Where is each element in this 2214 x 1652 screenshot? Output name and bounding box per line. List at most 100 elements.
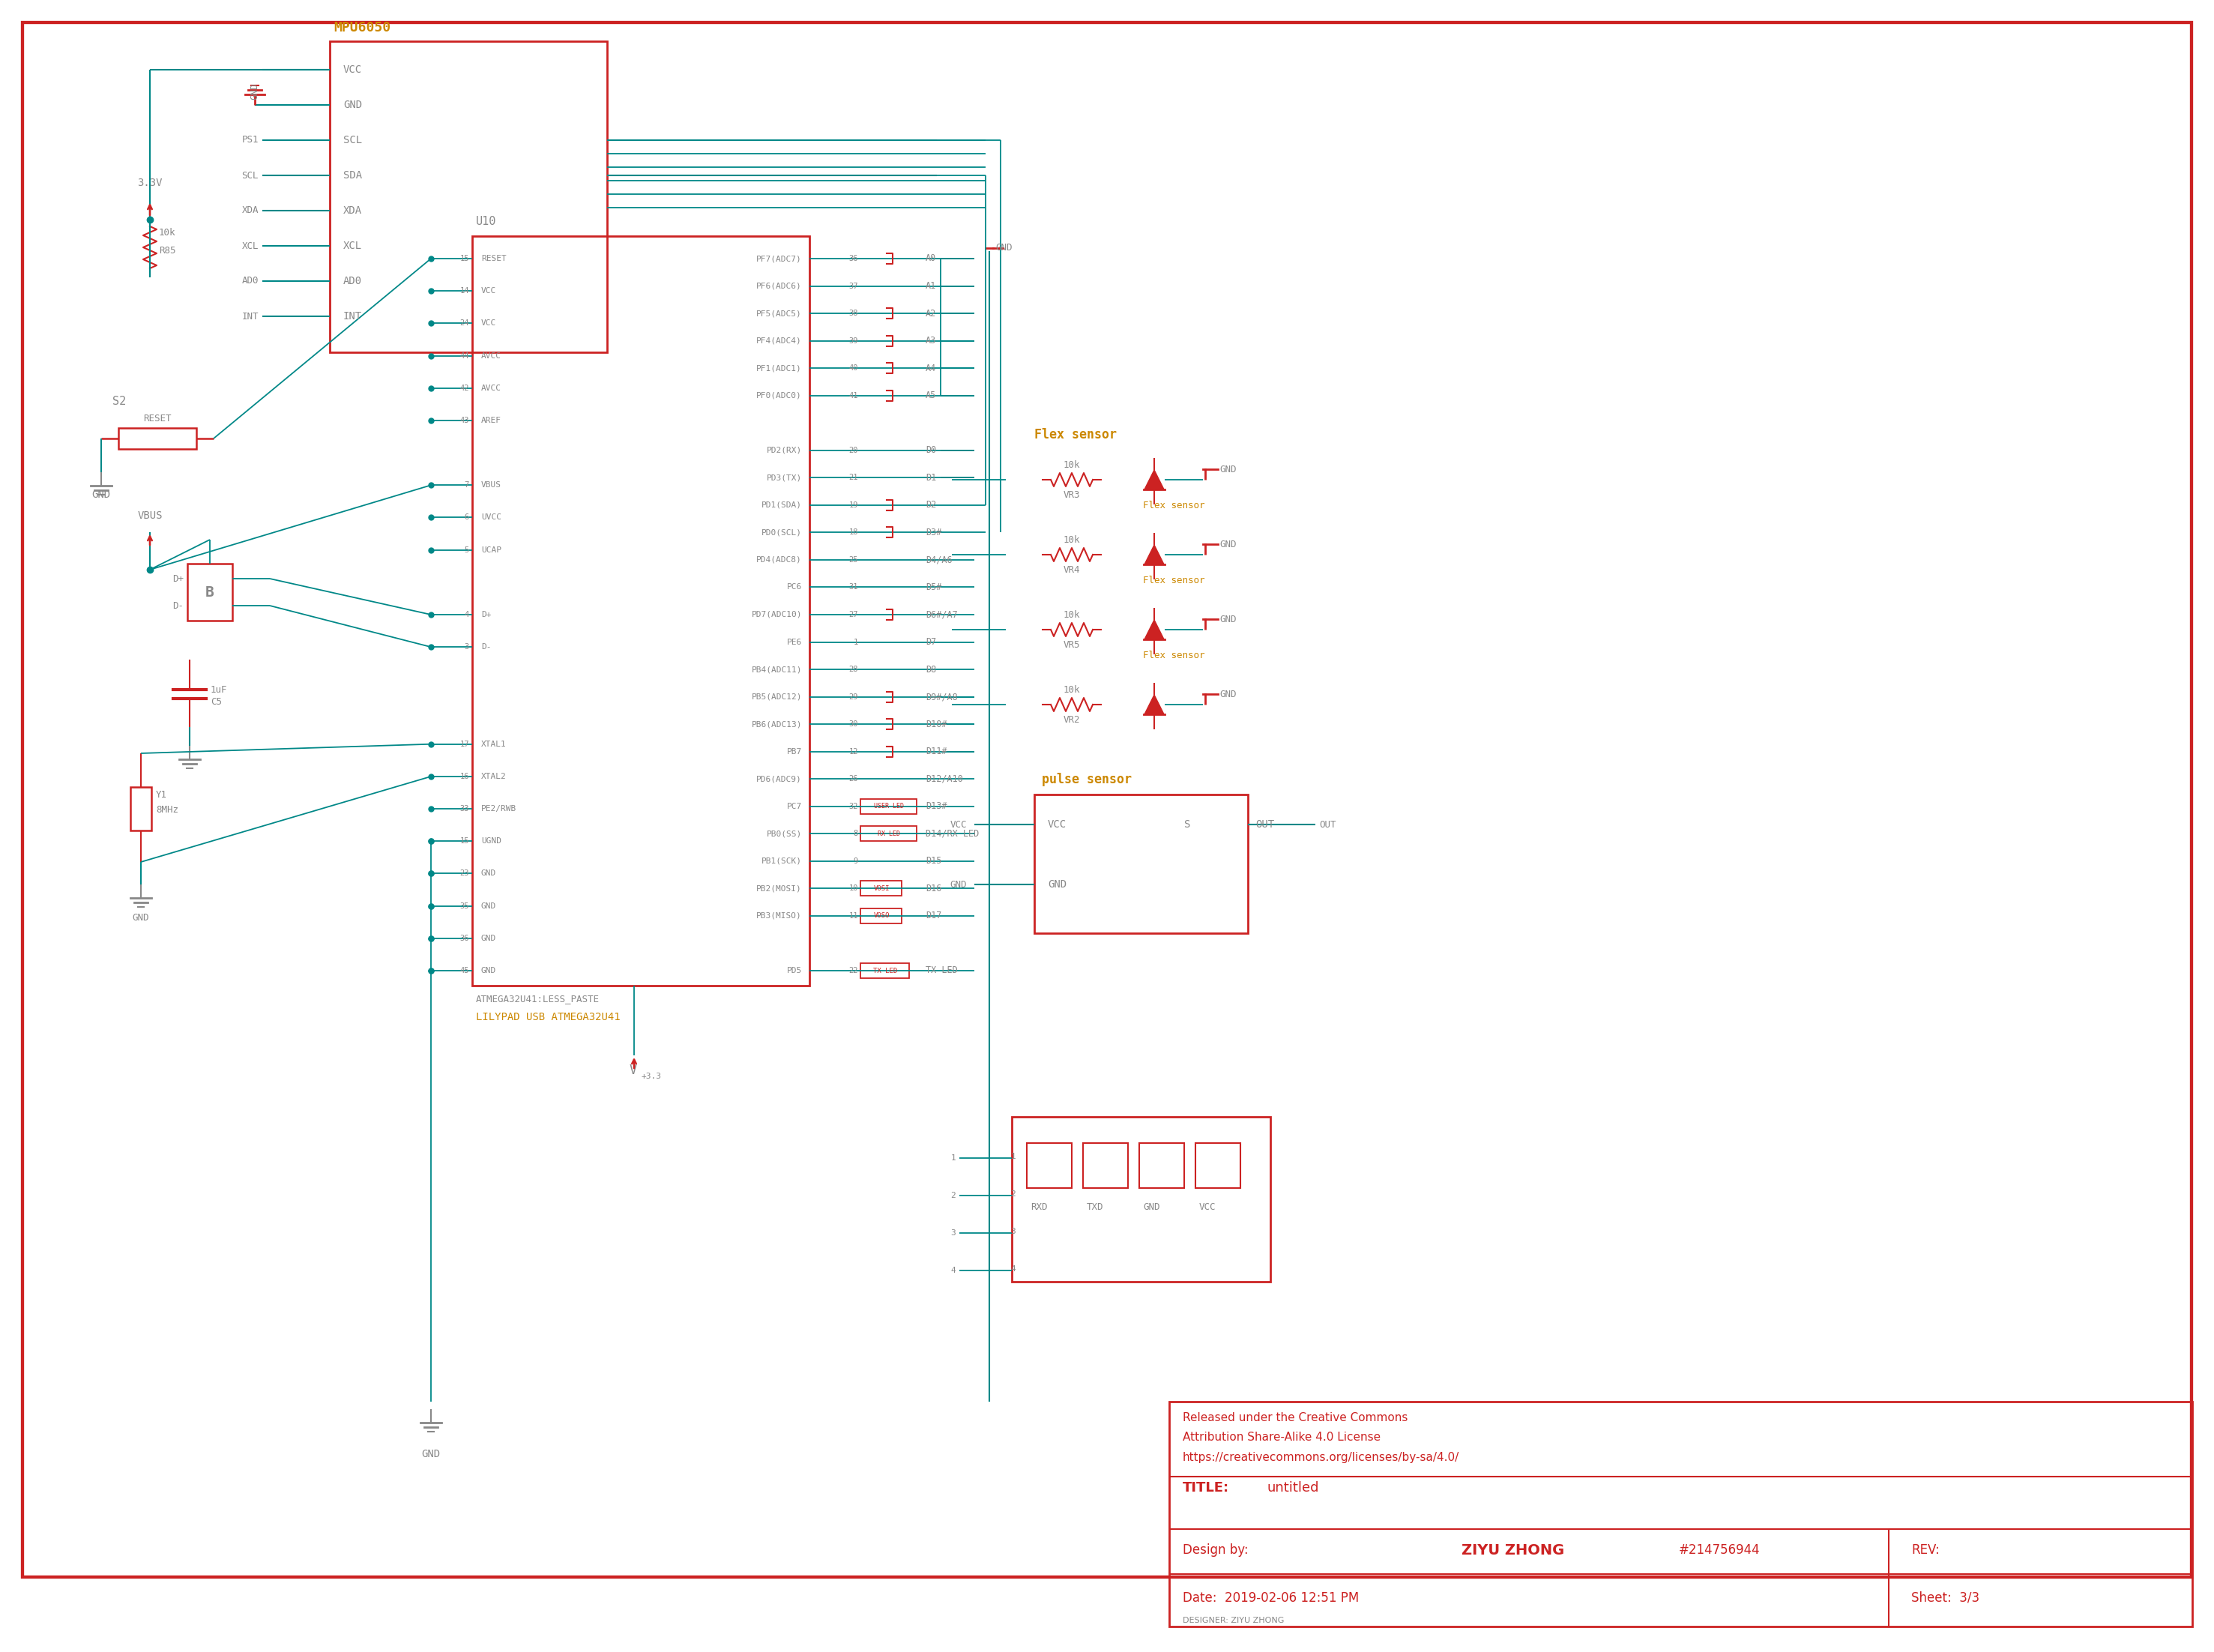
Text: 31: 31 [848,583,859,591]
Text: PS1: PS1 [241,135,259,145]
Text: A2: A2 [925,309,937,319]
Text: 1uF: 1uF [210,684,228,694]
Text: 33: 33 [461,805,469,813]
Text: 18: 18 [848,529,859,537]
Text: 14: 14 [461,287,469,294]
Text: D-: D- [173,601,184,611]
Text: PF7(ADC7): PF7(ADC7) [757,254,801,263]
Bar [131,786,151,831]
Text: Flex sensor: Flex sensor [1142,651,1204,661]
Bar [330,41,607,352]
Bar [1196,1143,1240,1188]
Bar [861,826,917,841]
Text: VR3: VR3 [1063,491,1080,499]
Text: VR2: VR2 [1063,715,1080,725]
Text: C5: C5 [210,697,221,707]
Text: PD0(SCL): PD0(SCL) [762,529,801,537]
Text: XDA: XDA [241,206,259,215]
Text: 22: 22 [848,966,859,975]
Text: Flex sensor: Flex sensor [1034,428,1116,441]
Polygon shape [1145,469,1165,489]
Bar [1034,795,1249,933]
Text: A5: A5 [925,390,937,400]
Text: AREF: AREF [480,416,500,425]
Text: D8: D8 [925,664,937,674]
Bar [1140,1143,1184,1188]
Text: SCL: SCL [241,170,259,180]
Text: D+: D+ [480,611,492,618]
Text: OUT: OUT [1255,819,1275,829]
Text: PB5(ADC12): PB5(ADC12) [751,694,801,700]
Text: 40: 40 [848,365,859,372]
Text: GND: GND [1220,464,1235,474]
Text: 12: 12 [848,748,859,755]
Text: R85: R85 [159,246,175,256]
Text: 42: 42 [461,385,469,392]
Text: Attribution Share-Alike 4.0 License: Attribution Share-Alike 4.0 License [1182,1432,1382,1444]
Text: 30: 30 [848,720,859,729]
Text: Y1: Y1 [155,790,166,800]
Bar [861,963,910,978]
Text: VCC: VCC [950,819,968,829]
Text: 4: 4 [950,1267,956,1274]
Text: LILYPAD USB ATMEGA32U41: LILYPAD USB ATMEGA32U41 [476,1013,620,1023]
Text: A1: A1 [925,281,937,291]
Text: Sheet:  3/3: Sheet: 3/3 [1911,1591,1979,1604]
Text: GND: GND [950,879,968,889]
Text: PE2/RWB: PE2/RWB [480,805,516,813]
Text: TITLE:: TITLE: [1182,1482,1229,1495]
Text: RXD: RXD [1030,1203,1047,1211]
Text: TXD: TXD [1087,1203,1103,1211]
Text: B: B [206,585,215,600]
Text: PB7: PB7 [786,748,801,755]
Text: 38: 38 [848,309,859,317]
Text: GND: GND [250,83,259,99]
Text: OUT: OUT [1320,819,1335,829]
Text: 4: 4 [1010,1265,1016,1272]
Text: PC6: PC6 [786,583,801,591]
Text: GND: GND [1142,1203,1160,1211]
Text: 27: 27 [848,611,859,618]
Text: 41: 41 [848,392,859,400]
Text: D7: D7 [925,638,937,648]
Text: #214756944: #214756944 [1678,1543,1760,1556]
Text: XCL: XCL [343,241,363,251]
Text: PD7(ADC10): PD7(ADC10) [751,611,801,618]
Text: 20: 20 [848,446,859,454]
Text: XCL: XCL [241,241,259,251]
Text: GND: GND [480,871,496,877]
Text: GND: GND [91,489,111,501]
Text: 4: 4 [465,611,469,618]
Text: SCL: SCL [343,135,363,145]
Text: AVCC: AVCC [480,352,500,360]
Text: 3: 3 [465,643,469,651]
Text: RX LED: RX LED [877,831,901,838]
Text: TX LED: TX LED [872,968,897,975]
Text: PF0(ADC0): PF0(ADC0) [757,392,801,400]
Text: D6#/A7: D6#/A7 [925,610,959,620]
Text: 15: 15 [461,254,469,263]
Text: D15: D15 [925,856,941,866]
Text: https://creativecommons.org/licenses/by-sa/4.0/: https://creativecommons.org/licenses/by-… [1182,1452,1459,1462]
Text: 2: 2 [1010,1191,1016,1198]
Text: D3#: D3# [925,527,941,537]
Text: VCC: VCC [1200,1203,1215,1211]
Text: PF1(ADC1): PF1(ADC1) [757,365,801,372]
Text: AVCC: AVCC [480,385,500,392]
Text: Flex sensor: Flex sensor [1142,577,1204,586]
Bar [188,563,232,621]
Text: RESET: RESET [480,254,507,263]
Text: PD4(ADC8): PD4(ADC8) [757,557,801,563]
Text: 16: 16 [461,773,469,780]
Text: Design by:: Design by: [1182,1543,1249,1556]
Text: VBUS: VBUS [480,481,500,489]
Text: VCC: VCC [480,287,496,294]
Text: S: S [1184,819,1191,829]
Text: 10: 10 [848,885,859,892]
Bar [1027,1143,1072,1188]
Text: 10k: 10k [159,228,175,238]
Bar [1083,1143,1127,1188]
Text: 3: 3 [950,1229,956,1237]
Text: VCC: VCC [1047,819,1067,829]
Text: PC7: PC7 [786,803,801,809]
